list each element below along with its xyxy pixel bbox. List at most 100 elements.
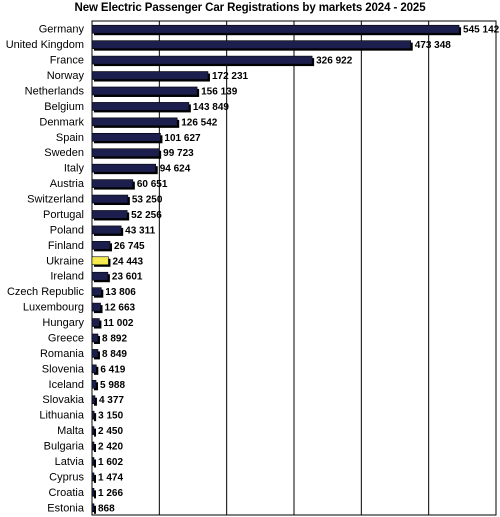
value-label: 172 231 [212,71,249,82]
bar [91,71,209,80]
bar [91,287,102,296]
value-label: 8 849 [102,349,127,360]
value-label: 1 266 [98,488,123,499]
bar-shadow [94,490,96,499]
value-label: 12 663 [105,303,136,314]
category-label: United Kingdom [6,39,84,51]
bar [91,488,95,497]
bar [91,503,95,513]
bar [91,379,97,389]
category-label: Ireland [50,271,84,283]
bar [91,318,100,327]
category-label: Switzerland [27,194,84,206]
value-labels: 545 142 473 348 326 922 172 231 156 139 143 8… [98,25,500,515]
value-label: 60 651 [137,179,168,190]
category-label: Ukraine [46,255,84,267]
bar [91,163,157,173]
bar [91,426,95,435]
category-label: Estonia [47,502,85,514]
bar [91,210,128,219]
category-label: Hungary [42,317,84,329]
bar [91,349,99,358]
category-label: Czech Republic [7,286,85,298]
category-label: Spain [56,132,84,144]
bar [91,102,190,111]
value-label: 3 150 [98,411,123,422]
bar-highlight [91,256,109,266]
bar [91,225,122,235]
bar [91,472,95,482]
bar-shadow [94,505,96,514]
value-label: 11 002 [103,318,133,329]
bar [91,410,95,420]
value-label: 545 142 [463,25,500,36]
bar-shadow [94,474,96,483]
category-label: Lithuania [39,410,85,422]
value-label: 52 256 [131,210,162,221]
bar [91,117,178,127]
category-label: Luxembourg [23,302,84,314]
value-label: 868 [98,503,115,514]
bar-shadow [94,428,96,437]
category-label: Latvia [55,456,85,468]
bar-shadow [94,459,96,468]
category-label: Greece [48,332,84,344]
value-label: 99 723 [163,148,194,159]
category-label: Finland [48,240,84,252]
bar [91,179,134,188]
value-label: 8 892 [102,333,127,344]
category-label: Portugal [43,209,84,221]
bar-shadow [94,397,97,406]
bar [91,302,101,312]
bar [91,333,99,343]
value-label: 126 542 [181,117,218,128]
bar [91,395,96,405]
bar [91,241,111,250]
value-label: 6 419 [100,364,125,375]
bar [91,24,460,34]
bar [91,55,313,65]
chart-title: New Electric Passenger Car Registrations… [74,2,426,14]
value-label: 94 624 [160,164,191,175]
bar [91,441,95,451]
category-label: Poland [50,224,84,236]
category-label: Sweden [44,147,84,159]
value-label: 326 922 [316,56,353,67]
value-label: 143 849 [193,102,230,113]
category-label: Italy [64,163,85,175]
category-label: Iceland [49,379,84,391]
category-label: Austria [50,178,85,190]
category-label: Cyprus [49,471,84,483]
category-label: Bulgaria [44,441,85,453]
value-label: 1 602 [98,457,123,468]
value-label: 13 806 [105,287,136,298]
value-label: 2 420 [98,442,123,453]
value-label: 23 601 [112,272,143,283]
bars [91,24,462,514]
value-label: 4 377 [99,395,124,406]
value-label: 53 250 [132,195,163,206]
value-label: 2 450 [98,426,123,437]
category-label: Netherlands [25,85,85,97]
category-label: Slovenia [42,363,85,375]
bar [91,271,109,281]
bar [91,40,412,49]
value-label: 1 474 [98,472,123,483]
value-label: 24 443 [112,256,143,267]
category-label: Slovakia [42,394,84,406]
value-label: 26 745 [114,241,145,252]
bar [91,86,198,96]
category-label: Malta [57,425,85,437]
bar-shadow [94,444,96,453]
bar [91,148,160,158]
value-label: 473 348 [415,40,452,51]
bar [91,457,95,466]
bar [91,364,97,374]
value-label: 101 627 [164,133,201,144]
category-label: France [50,55,84,67]
bar [91,194,129,204]
category-label: Belgium [44,101,84,113]
category-label: Denmark [39,116,84,128]
category-label: Germany [39,24,85,36]
